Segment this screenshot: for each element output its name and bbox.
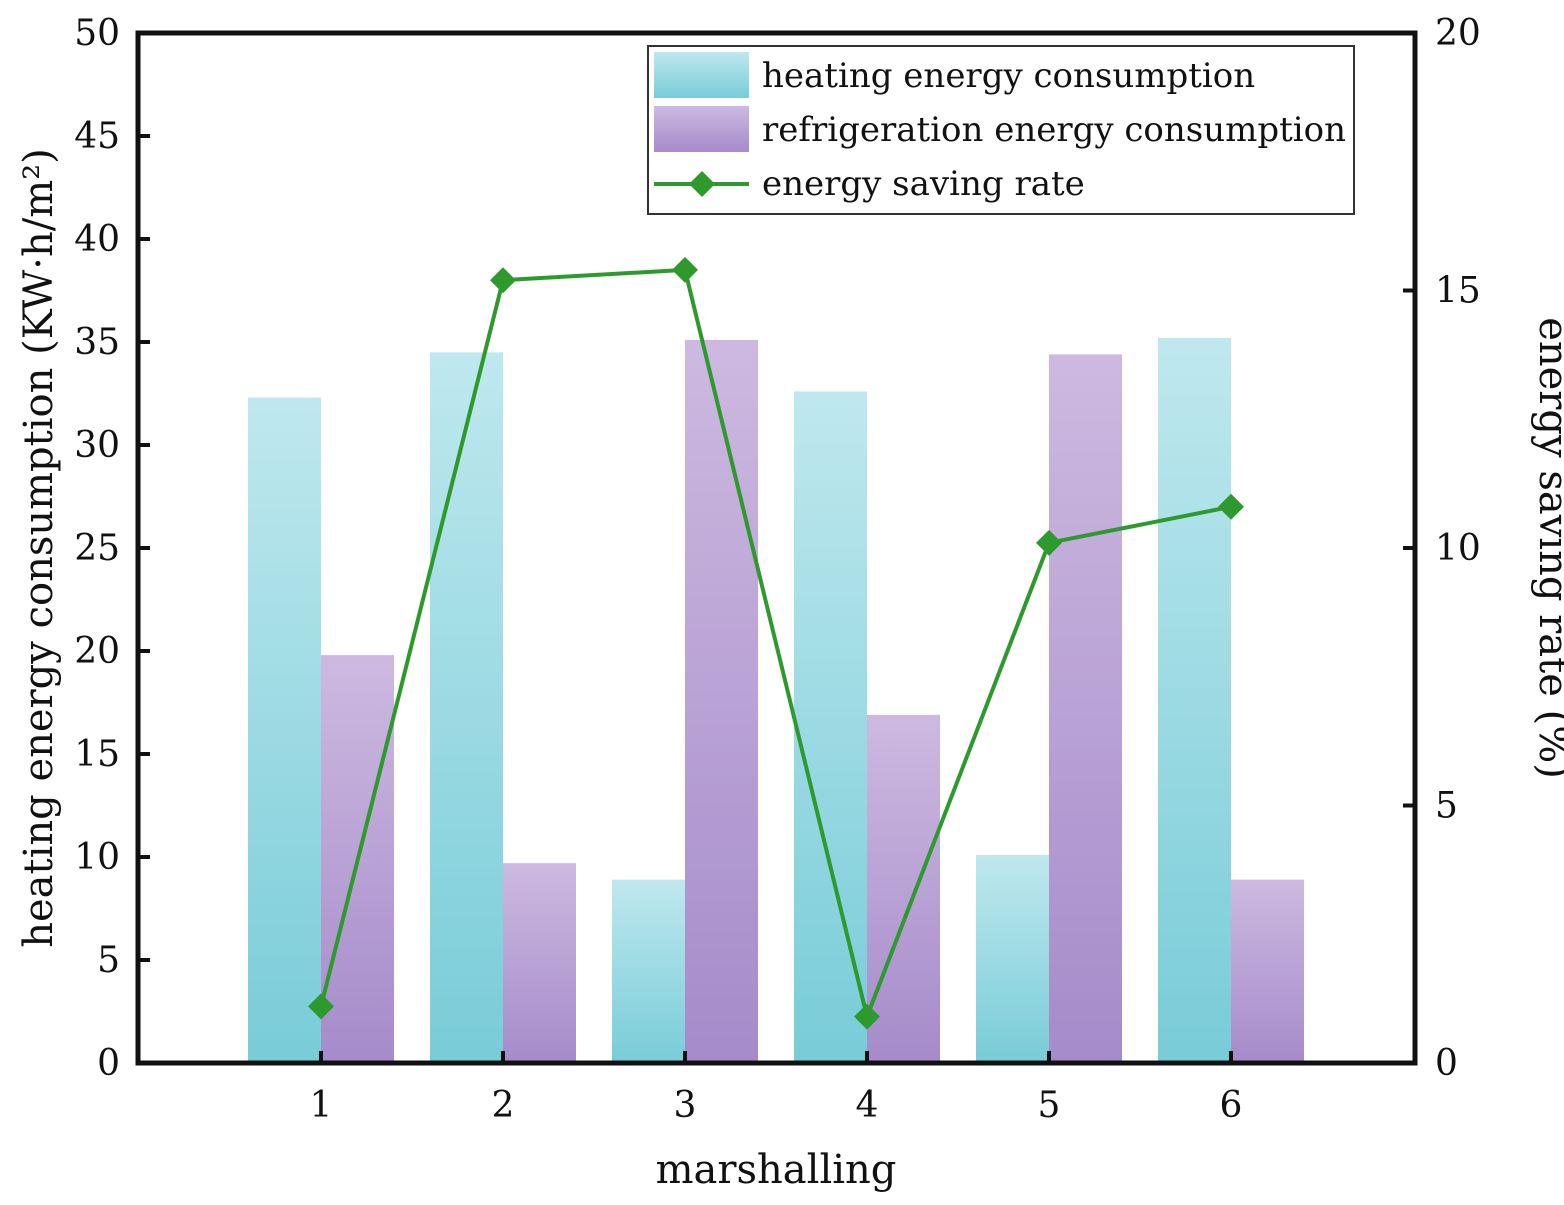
bar-refrigeration-3 [685, 339, 758, 1063]
legend-swatch-heating [654, 52, 749, 98]
left-axis-ticks: 0 5 10 15 20 25 30 35 40 45 50 [74, 13, 150, 1084]
right-tick-label: 5 [1435, 786, 1458, 827]
legend-swatch-saving-rate-marker [689, 171, 715, 197]
left-tick-label: 30 [74, 425, 120, 466]
bar-heating-5 [976, 854, 1049, 1063]
bar-refrigeration-4 [867, 714, 940, 1063]
x-tick-label: 6 [1220, 1085, 1243, 1126]
saving-rate-point-6 [1218, 493, 1244, 520]
left-tick-label: 0 [97, 1043, 120, 1084]
bar-heating-1 [248, 397, 321, 1063]
x-tick-label: 4 [856, 1085, 879, 1126]
x-axis-title: marshalling [656, 1147, 897, 1193]
right-axis-ticks: 0 5 10 15 20 [1403, 13, 1481, 1084]
right-tick-label: 0 [1435, 1043, 1458, 1084]
bar-refrigeration-2 [503, 863, 576, 1063]
y-axis-title: heating energy consumption (KW·h/m²) [16, 148, 62, 948]
saving-rate-point-1 [308, 993, 334, 1020]
saving-rate-layer [308, 256, 1244, 1030]
right-tick-label: 20 [1435, 13, 1481, 54]
saving-rate-line [319, 267, 1232, 1024]
saving-rate-point-5 [1036, 529, 1062, 556]
x-axis-ticks: 1 2 3 4 5 6 [310, 1051, 1243, 1126]
left-tick-label: 25 [74, 528, 120, 569]
legend: heating energy consumption refrigeration… [647, 45, 1355, 215]
legend-swatch-refrigeration [654, 106, 749, 152]
left-tick-label: 50 [74, 13, 120, 54]
legend-label-heating: heating energy consumption [762, 56, 1255, 96]
x-tick-label: 1 [310, 1085, 333, 1126]
bar-refrigeration-5 [1049, 354, 1122, 1063]
bar-heating-2 [430, 352, 503, 1063]
x-tick-label: 2 [492, 1085, 515, 1126]
x-tick-label: 5 [1038, 1085, 1061, 1126]
bar-refrigeration-6 [1231, 879, 1304, 1063]
left-tick-label: 35 [74, 322, 120, 363]
saving-rate-point-2 [490, 267, 516, 294]
left-tick-label: 10 [74, 837, 120, 878]
left-tick-label: 40 [74, 219, 120, 260]
saving-rate-point-4 [854, 1003, 880, 1030]
x-tick-label: 3 [674, 1085, 697, 1126]
legend-label-saving-rate: energy saving rate [762, 164, 1085, 204]
right-tick-label: 10 [1435, 528, 1481, 569]
saving-rate-point-3 [672, 256, 698, 283]
bars-layer [248, 337, 1304, 1063]
left-tick-label: 45 [74, 116, 120, 157]
left-tick-label: 15 [74, 734, 120, 775]
bar-heating-4 [794, 391, 867, 1063]
left-tick-label: 5 [97, 940, 120, 981]
bar-heating-3 [612, 879, 685, 1063]
y2-axis-title: energy saving rate (%) [1530, 317, 1564, 779]
bar-heating-6 [1158, 337, 1231, 1063]
legend-label-refrigeration: refrigeration energy consumption [762, 110, 1346, 150]
legend-box [647, 45, 1355, 215]
left-tick-label: 20 [74, 631, 120, 672]
right-tick-label: 15 [1435, 271, 1481, 312]
